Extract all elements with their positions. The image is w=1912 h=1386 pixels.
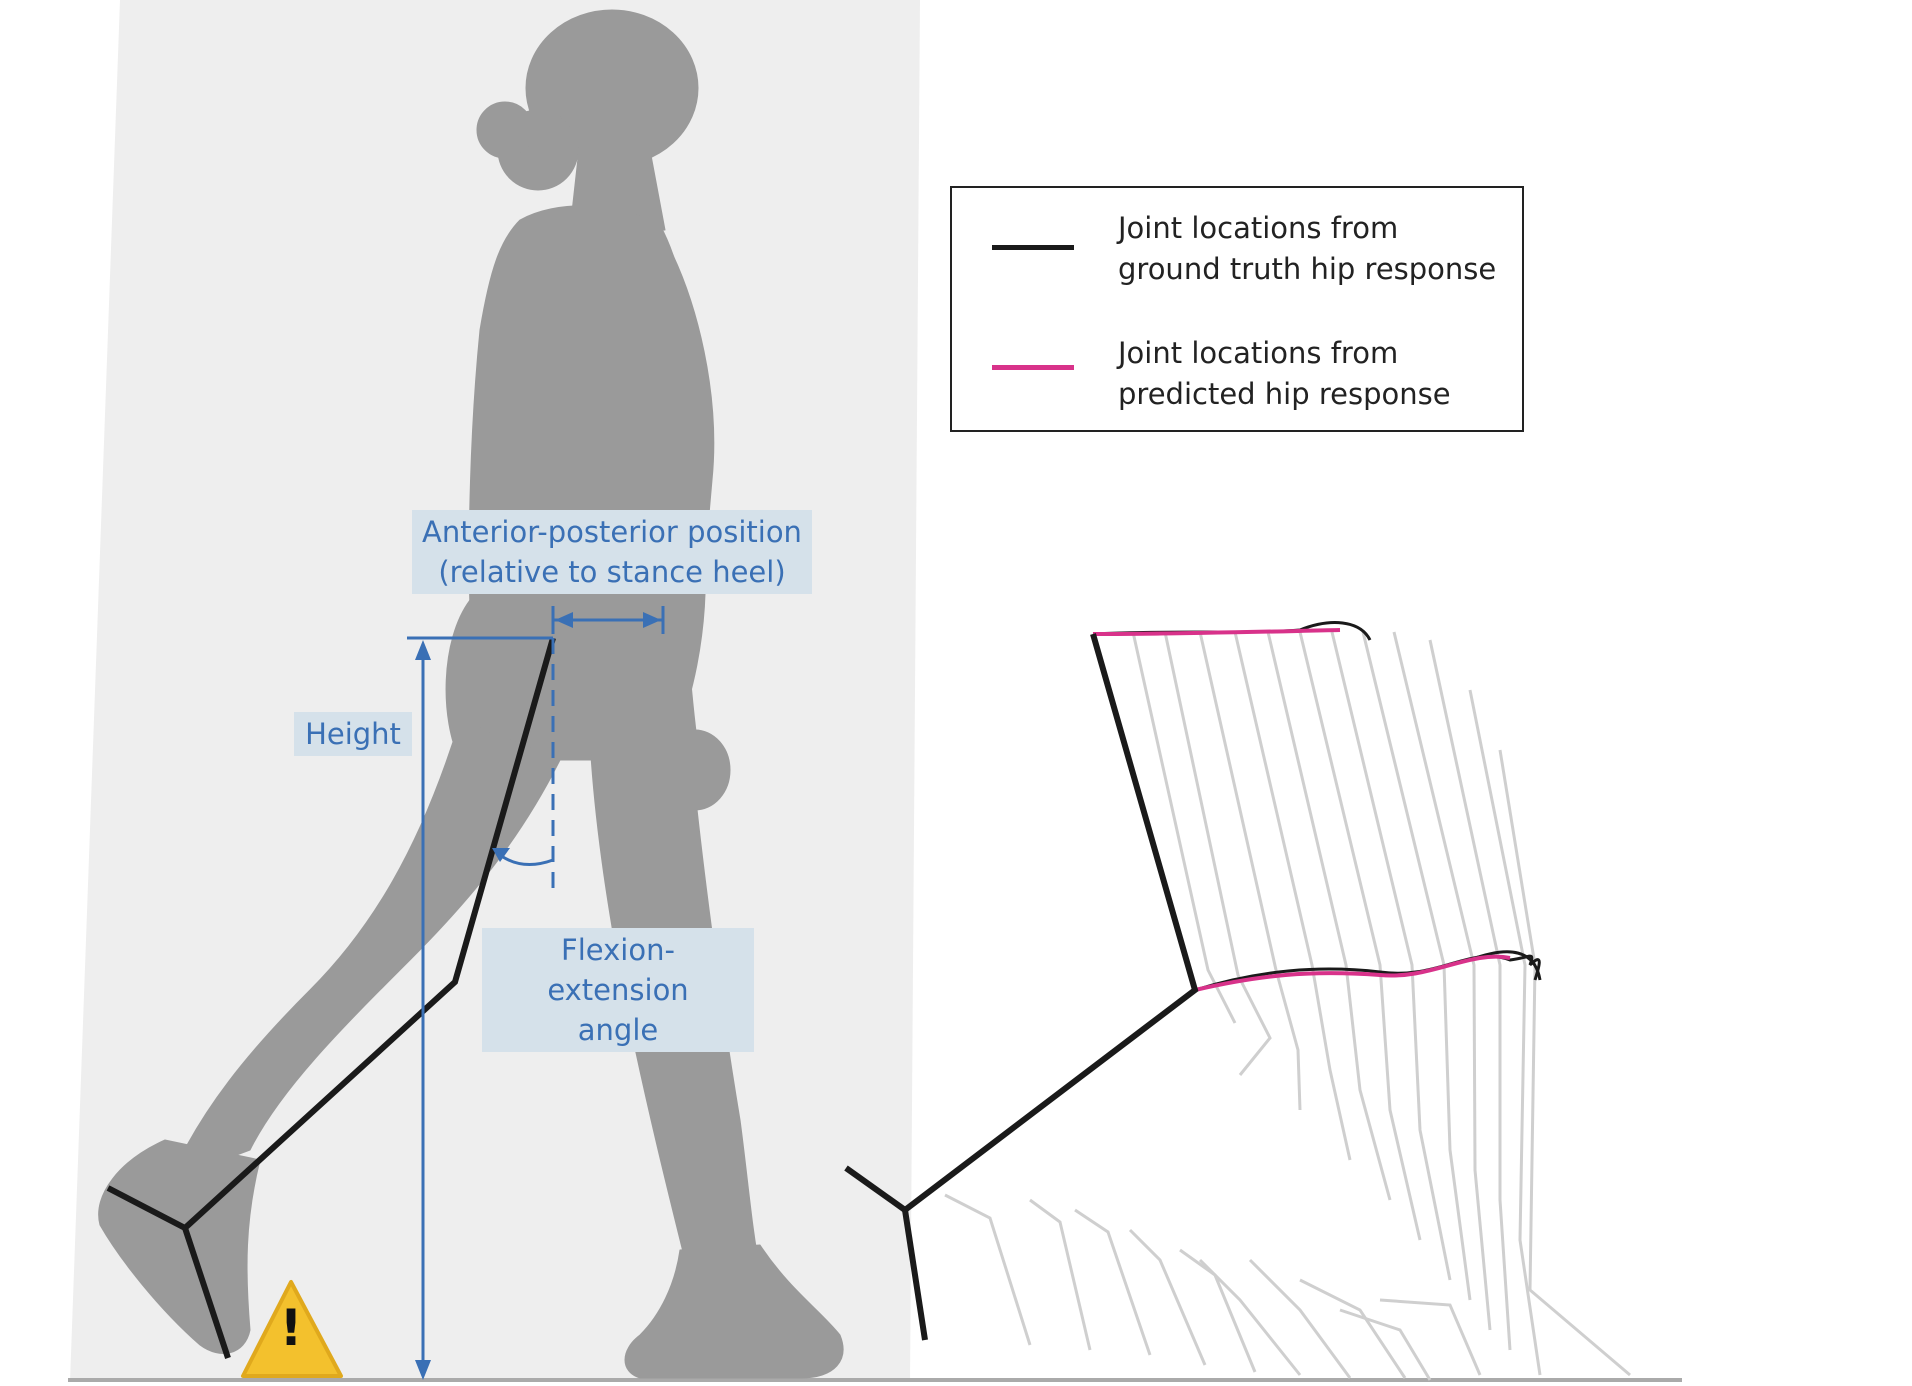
- reference-foot-toe-segment: [844, 1165, 907, 1213]
- legend-label-predicted: Joint locations from predicted hip respo…: [1118, 333, 1518, 415]
- person-foot-heel-segment: [182, 1227, 231, 1359]
- annotation-arrowheads: [415, 612, 661, 1380]
- ap-position-label: Anterior-posterior position (relative to…: [412, 510, 812, 594]
- reference-leg-skeleton: [903, 633, 1199, 1213]
- legend-predicted-line2: predicted hip response: [1118, 377, 1451, 411]
- legend-predicted-line1: Joint locations from: [1118, 336, 1399, 370]
- reference-foot-heel-segment: [902, 1209, 928, 1341]
- flexion-angle-label-line2: angle: [577, 1013, 659, 1047]
- legend-label-ground-truth: Joint locations from ground truth hip re…: [1118, 208, 1518, 290]
- ap-position-label-line2: (relative to stance heel): [438, 555, 786, 589]
- person-leg-skeleton: [182, 637, 556, 1231]
- warning-exclamation: !: [279, 1299, 303, 1357]
- flexion-angle-label: Flexion-extension angle: [482, 928, 754, 1052]
- knee-trajectory-predicted: [1194, 954, 1511, 992]
- flexion-angle-label-line1: Flexion-extension: [547, 933, 689, 1007]
- legend-swatch-ground-truth: [992, 245, 1074, 250]
- warning-icon: [241, 1280, 343, 1378]
- height-label: Height: [294, 712, 412, 756]
- legend-swatch-predicted: [992, 365, 1074, 370]
- legend: Joint locations from ground truth hip re…: [950, 186, 1524, 432]
- height-label-text: Height: [305, 717, 401, 751]
- person-foot-toe-segment: [106, 1185, 187, 1231]
- hip-trajectory-predicted: [1092, 628, 1341, 636]
- gait-ghost-lines: [944, 631, 1631, 1381]
- legend-ground-truth-line2: ground truth hip response: [1118, 252, 1497, 286]
- ap-position-label-line1: Anterior-posterior position: [422, 515, 802, 549]
- legend-ground-truth-line1: Joint locations from: [1118, 211, 1399, 245]
